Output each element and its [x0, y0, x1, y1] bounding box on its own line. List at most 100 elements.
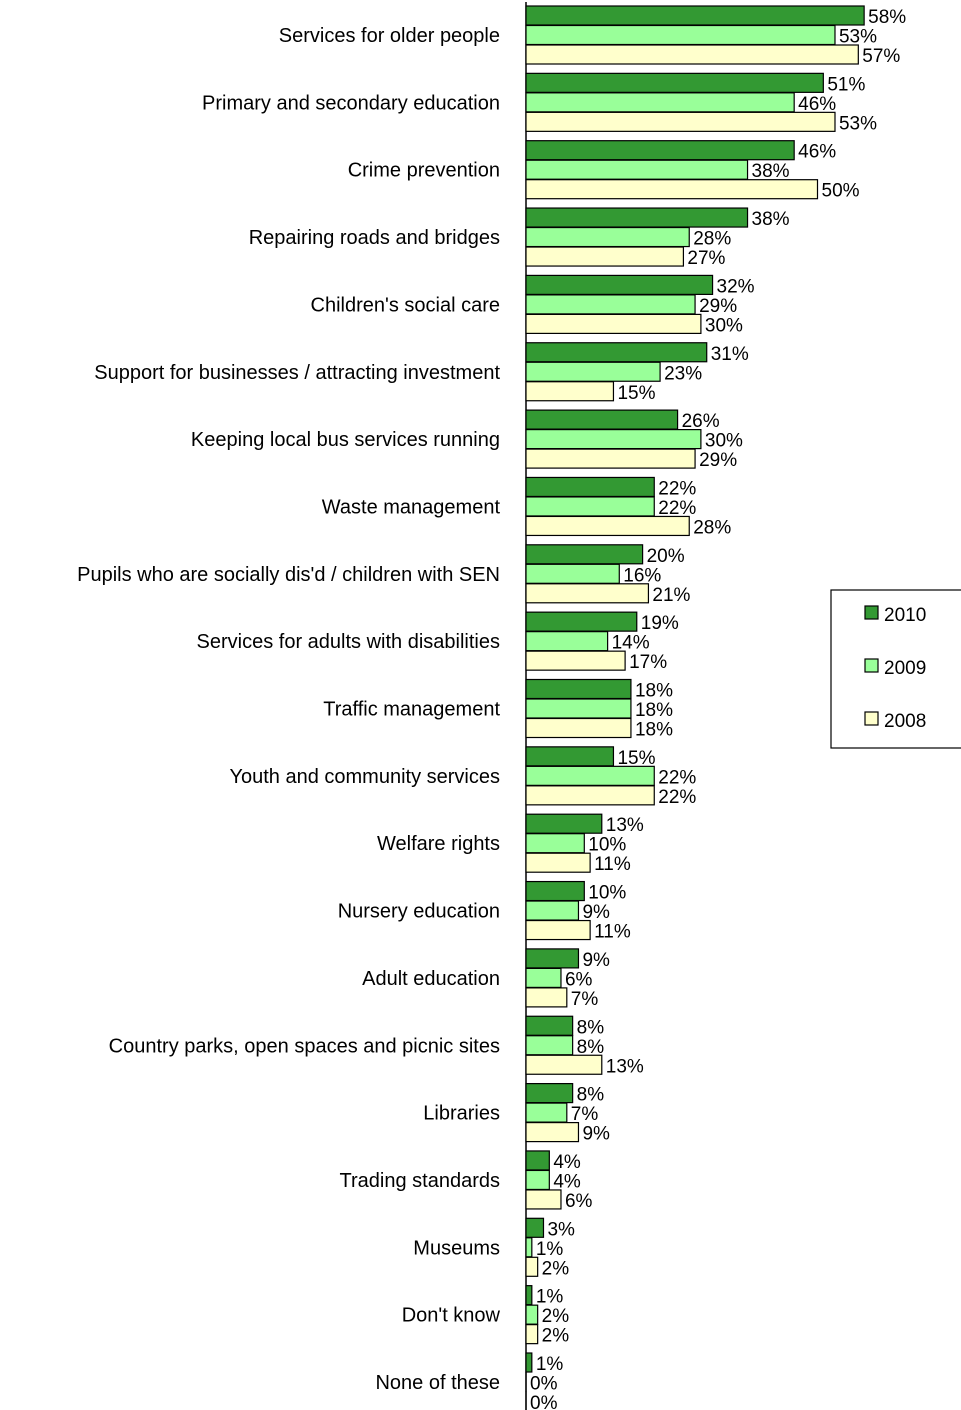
legend-swatch-2009 — [864, 658, 879, 673]
bar-2009 — [525, 1169, 550, 1191]
category-label: None of these — [375, 1372, 500, 1394]
bar-2008 — [525, 1256, 539, 1277]
value-label-2009: 1% — [536, 1239, 564, 1260]
category-label: Traffic management — [323, 699, 500, 721]
value-label-2010: 58% — [868, 7, 906, 28]
bar-2009 — [525, 698, 632, 719]
value-label-2010: 20% — [647, 546, 685, 567]
bar-2008 — [525, 111, 836, 132]
category-label: Pupils who are socially dis'd / children… — [77, 564, 500, 586]
bar-2010 — [525, 1352, 533, 1373]
bar-2008 — [525, 919, 591, 941]
category-labels: Services for older people Primary and sec… — [77, 25, 500, 1394]
category-label: Support for businesses / attracting inve… — [94, 362, 500, 384]
legend: 2010 2009 2008 — [830, 589, 961, 749]
value-label-2008: 2% — [542, 1258, 570, 1279]
bar-2010 — [525, 274, 714, 295]
bar-2009 — [525, 765, 655, 786]
bar-2009 — [525, 1304, 539, 1325]
bar-2009 — [525, 159, 749, 180]
value-label-2008: 21% — [652, 585, 690, 606]
legend-swatch-2008 — [864, 711, 879, 726]
bar-2008 — [525, 246, 685, 267]
category-label: Keeping local bus services running — [191, 429, 500, 451]
value-label-2010: 19% — [641, 613, 679, 634]
value-label-2008: 30% — [705, 315, 743, 336]
category-label: Adult education — [362, 968, 500, 990]
bar-2010 — [525, 1217, 545, 1238]
value-label-2009: 2% — [542, 1306, 570, 1327]
category-label: Nursery education — [338, 901, 500, 923]
category-label: Country parks, open spaces and picnic si… — [109, 1035, 500, 1057]
bar-2008 — [525, 852, 591, 873]
bar-2010 — [525, 611, 638, 632]
value-label-2009: 0% — [530, 1374, 558, 1395]
value-label-2008: 17% — [629, 652, 667, 673]
value-label-2010: 15% — [617, 748, 655, 769]
value-label-2010: 26% — [682, 411, 720, 432]
bar-2010 — [525, 5, 865, 26]
category-label: Welfare rights — [377, 833, 500, 855]
bar-2008 — [525, 1324, 539, 1345]
value-label-2009: 4% — [553, 1171, 581, 1192]
value-label-2010: 1% — [536, 1287, 564, 1308]
bar-2010 — [525, 140, 795, 161]
category-label: Primary and secondary education — [202, 92, 500, 114]
category-label: Libraries — [423, 1103, 500, 1125]
category-label: Services for adults with disabilities — [197, 631, 500, 653]
bar-2010 — [525, 678, 632, 700]
bar-2009 — [525, 967, 562, 989]
value-labels: 58%53%57%51%46%53%46%38%50%38%28%27%32%2… — [530, 7, 906, 1410]
bar-2009 — [525, 92, 795, 113]
value-label-2010: 31% — [711, 344, 749, 365]
value-label-2010: 32% — [717, 276, 755, 297]
bar-2009 — [525, 496, 655, 517]
bar-2009 — [525, 24, 836, 46]
bar-2009 — [525, 1102, 568, 1123]
bar-2010 — [525, 476, 655, 498]
value-label-2008: 22% — [658, 787, 696, 808]
value-label-2008: 53% — [839, 113, 877, 134]
value-label-2008: 7% — [571, 989, 599, 1010]
value-label-2009: 18% — [635, 700, 673, 721]
value-label-2010: 4% — [553, 1152, 581, 1173]
bar-2010 — [525, 72, 824, 93]
value-label-2009: 6% — [565, 969, 593, 990]
category-label: Children's social care — [311, 294, 500, 316]
bar-2010 — [525, 1150, 550, 1171]
category-label: Repairing roads and bridges — [249, 227, 500, 249]
value-label-2008: 9% — [582, 1124, 610, 1145]
legend-swatch-2010 — [864, 605, 879, 620]
bar-2008 — [525, 515, 690, 537]
value-label-2009: 29% — [699, 296, 737, 317]
value-label-2008: 0% — [530, 1393, 558, 1410]
value-label-2010: 10% — [588, 883, 626, 904]
value-label-2010: 38% — [752, 209, 790, 230]
bar-2008 — [525, 1054, 603, 1075]
bar-2008 — [525, 785, 655, 806]
bar-2010 — [525, 1015, 574, 1036]
value-label-2009: 53% — [839, 27, 877, 48]
value-label-2010: 22% — [658, 478, 696, 499]
bar-2008 — [525, 1121, 580, 1143]
bar-2010 — [525, 544, 644, 565]
bar-2008 — [525, 44, 859, 65]
value-label-2009: 46% — [798, 94, 836, 115]
bar-2008 — [525, 583, 650, 604]
value-label-2009: 38% — [752, 161, 790, 182]
value-label-2008: 2% — [542, 1326, 570, 1347]
bar-2010 — [525, 813, 603, 834]
value-label-2009: 14% — [612, 633, 650, 654]
bar-2009 — [525, 429, 702, 450]
value-label-2008: 11% — [594, 922, 631, 943]
value-label-2009: 8% — [577, 1037, 605, 1058]
bar-2010 — [525, 948, 580, 969]
bar-2009 — [525, 294, 696, 315]
value-label-2010: 13% — [606, 815, 644, 836]
value-label-2008: 50% — [822, 181, 860, 202]
bar-2009 — [525, 833, 585, 854]
legend-label-2009: 2009 — [884, 658, 926, 679]
value-label-2010: 8% — [577, 1085, 605, 1106]
legend-label-2010: 2010 — [884, 605, 926, 626]
